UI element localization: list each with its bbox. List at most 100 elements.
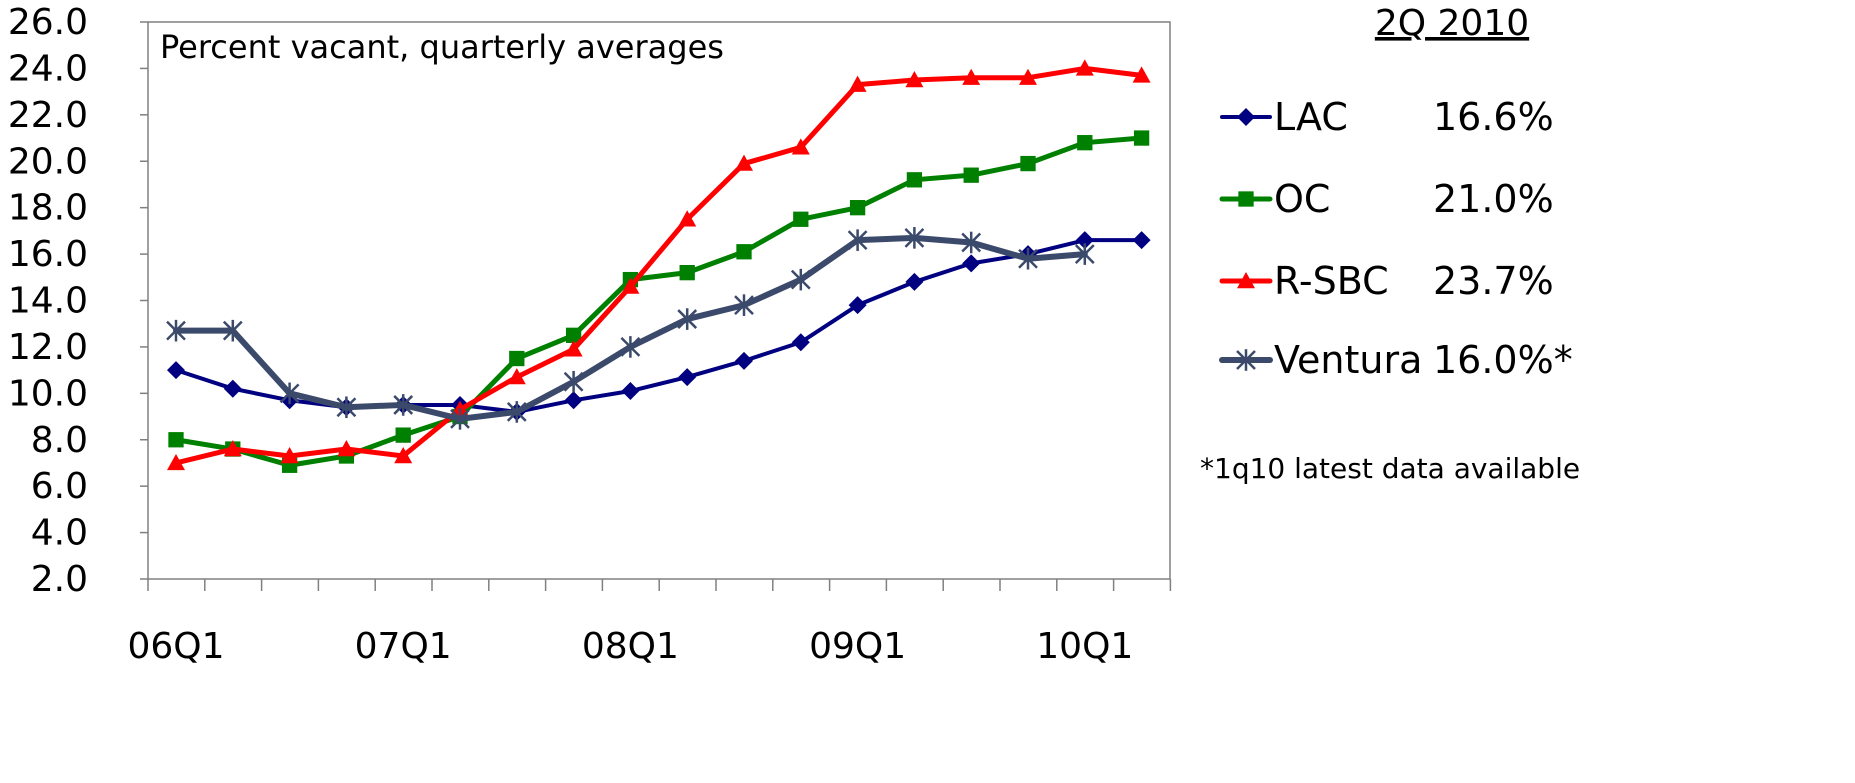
x-tick-label: 09Q1 bbox=[809, 626, 906, 667]
data-point-asterisk bbox=[506, 401, 527, 423]
y-tick-label: 8.0 bbox=[31, 420, 88, 461]
data-point-square bbox=[963, 167, 979, 183]
y-tick-label: 12.0 bbox=[8, 327, 88, 368]
data-point-triangle bbox=[848, 75, 867, 92]
data-point-triangle bbox=[280, 446, 299, 464]
data-point-triangle bbox=[337, 440, 356, 457]
data-point-diamond bbox=[735, 351, 753, 370]
data-point-asterisk bbox=[904, 227, 925, 249]
data-point-asterisk bbox=[166, 319, 186, 342]
series-line bbox=[173, 135, 1145, 468]
legend-item-oc: OC 21.0% bbox=[1219, 177, 1554, 221]
series-ventura bbox=[166, 227, 1095, 430]
data-point-square bbox=[395, 427, 411, 443]
data-point-square bbox=[1020, 155, 1036, 172]
period-label: 2Q 2010 bbox=[1375, 3, 1529, 44]
data-point-triangle bbox=[1075, 59, 1094, 76]
data-point-triangle bbox=[678, 210, 697, 227]
data-point-diamond bbox=[564, 391, 583, 410]
data-point-diamond bbox=[905, 272, 924, 291]
y-tick-label: 26.0 bbox=[8, 2, 88, 43]
data-point-square bbox=[849, 200, 866, 216]
data-point-asterisk bbox=[393, 394, 414, 416]
legend-label: OC bbox=[1274, 177, 1330, 221]
data-point-asterisk bbox=[1074, 243, 1095, 265]
legend-label: LAC bbox=[1274, 95, 1348, 139]
chart-annotation: Percent vacant, quarterly averages bbox=[160, 28, 724, 66]
legend-latest-value: 16.0%* bbox=[1433, 338, 1573, 382]
data-point-square bbox=[679, 265, 695, 281]
data-point-diamond bbox=[678, 368, 697, 387]
data-point-triangle bbox=[507, 368, 526, 385]
data-point-diamond bbox=[621, 382, 640, 401]
series-r-sbc bbox=[167, 59, 1151, 471]
data-point-square bbox=[906, 172, 923, 188]
data-point-diamond bbox=[791, 333, 810, 352]
data-point-diamond bbox=[223, 379, 242, 398]
data-point-square bbox=[736, 244, 752, 260]
data-point-square bbox=[168, 432, 184, 448]
y-tick-label: 10.0 bbox=[8, 373, 88, 414]
footnote: *1q10 latest data available bbox=[1200, 452, 1580, 485]
legend-item-lac: LAC 16.6% bbox=[1220, 95, 1554, 139]
legend: LAC 16.6%OC 21.0%R-SBC 23.7%Ventura 16.0%* bbox=[1219, 95, 1573, 382]
x-tick-label: 08Q1 bbox=[582, 626, 679, 667]
y-tick-label: 24.0 bbox=[8, 48, 88, 89]
data-point-asterisk bbox=[336, 396, 357, 419]
data-point-triangle bbox=[564, 340, 583, 357]
y-tick-label: 4.0 bbox=[31, 513, 88, 554]
data-point-square bbox=[565, 327, 582, 343]
data-point-asterisk bbox=[563, 370, 584, 393]
data-point-square bbox=[1133, 130, 1150, 146]
data-point-diamond bbox=[1237, 108, 1255, 126]
x-tick-label: 10Q1 bbox=[1036, 626, 1133, 667]
data-point-square bbox=[793, 211, 809, 227]
data-point-asterisk bbox=[450, 408, 470, 430]
y-tick-label: 18.0 bbox=[8, 188, 88, 229]
data-point-asterisk bbox=[790, 268, 811, 291]
data-point-triangle bbox=[394, 446, 413, 464]
data-point-asterisk bbox=[677, 308, 698, 330]
legend-item-ventura: Ventura 16.0%* bbox=[1219, 338, 1573, 382]
x-tick-label: 07Q1 bbox=[355, 626, 452, 667]
y-tick-label: 20.0 bbox=[8, 141, 88, 182]
y-tick-label: 16.0 bbox=[8, 234, 88, 275]
legend-label: R-SBC bbox=[1274, 259, 1389, 303]
data-point-square bbox=[1077, 135, 1093, 151]
data-point-triangle bbox=[791, 138, 810, 155]
data-point-diamond bbox=[1132, 231, 1151, 250]
legend-item-r-sbc: R-SBC 23.7% bbox=[1219, 259, 1554, 303]
data-point-triangle bbox=[735, 154, 753, 171]
data-point-asterisk bbox=[1018, 247, 1038, 270]
legend-latest-value: 23.7% bbox=[1433, 259, 1554, 303]
axes: 2.0 4.0 6.0 8.0 10.0 12.0 14.0 16.0 18.0 20.0 22.0… bbox=[8, 2, 1172, 667]
data-point-asterisk bbox=[847, 229, 868, 251]
y-tick-label: 22.0 bbox=[8, 95, 88, 136]
data-point-square bbox=[509, 350, 525, 367]
y-tick-label: 2.0 bbox=[31, 559, 88, 600]
legend-label: Ventura bbox=[1274, 338, 1422, 382]
data-point-diamond bbox=[1075, 231, 1094, 250]
y-tick-label: 6.0 bbox=[31, 466, 88, 507]
data-point-diamond bbox=[848, 296, 867, 315]
data-point-diamond bbox=[167, 361, 185, 380]
data-point-triangle bbox=[1132, 66, 1151, 83]
data-point-asterisk bbox=[961, 231, 982, 254]
data-point-asterisk bbox=[1236, 349, 1256, 371]
data-point-square bbox=[1238, 191, 1254, 207]
data-point-asterisk bbox=[620, 336, 641, 358]
data-point-triangle bbox=[223, 440, 242, 457]
data-point-asterisk bbox=[279, 382, 300, 405]
plot-area-frame bbox=[147, 21, 1171, 580]
data-point-triangle bbox=[1237, 272, 1255, 289]
data-point-triangle bbox=[905, 71, 924, 88]
data-point-triangle bbox=[1019, 68, 1037, 85]
data-point-diamond bbox=[962, 254, 981, 273]
x-tick-label: 06Q1 bbox=[127, 626, 224, 667]
series-lines bbox=[166, 59, 1151, 473]
data-point-triangle bbox=[962, 68, 981, 85]
legend-latest-value: 21.0% bbox=[1433, 177, 1554, 221]
data-point-asterisk bbox=[222, 319, 243, 342]
series-line bbox=[173, 65, 1145, 466]
